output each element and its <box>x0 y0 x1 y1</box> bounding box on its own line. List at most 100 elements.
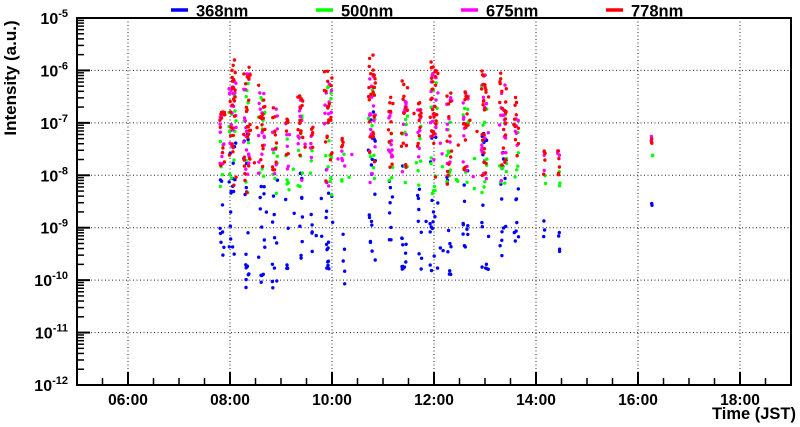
data-point <box>233 109 237 113</box>
data-point <box>416 219 420 223</box>
data-point <box>275 127 279 131</box>
data-point <box>461 221 465 226</box>
data-point <box>557 230 561 235</box>
data-point <box>314 233 318 238</box>
data-point <box>369 219 374 224</box>
data-point <box>245 172 250 176</box>
data-point <box>434 98 438 102</box>
data-point <box>327 118 331 122</box>
data-point <box>284 129 289 133</box>
data-point <box>483 180 487 184</box>
data-point <box>466 232 470 237</box>
data-point <box>429 161 433 166</box>
data-point <box>367 85 371 90</box>
data-point <box>424 219 428 224</box>
data-point <box>403 180 407 185</box>
data-point <box>303 145 307 149</box>
data-point <box>436 91 440 95</box>
data-point <box>486 131 490 135</box>
data-point <box>367 98 371 102</box>
data-point <box>417 134 421 138</box>
data-point <box>258 195 262 200</box>
data-point <box>436 201 440 205</box>
data-point <box>429 268 434 273</box>
data-point <box>327 102 332 106</box>
data-point <box>449 155 453 159</box>
data-point <box>402 94 406 99</box>
data-point <box>262 91 266 96</box>
data-point <box>371 68 375 72</box>
data-point <box>448 120 452 125</box>
data-point <box>227 129 232 134</box>
data-point <box>512 122 516 127</box>
data-point <box>464 125 468 130</box>
data-point <box>232 58 237 62</box>
data-point <box>329 88 334 93</box>
data-point <box>434 125 438 130</box>
data-point <box>403 99 407 104</box>
x-tick-label: 12:00 <box>414 392 454 409</box>
data-point <box>232 99 237 103</box>
data-point <box>230 79 235 83</box>
data-point <box>465 180 469 184</box>
data-point <box>482 151 486 155</box>
data-point <box>303 142 307 146</box>
data-point <box>372 153 376 157</box>
data-point <box>244 148 249 152</box>
data-point <box>389 238 393 242</box>
data-point <box>340 149 344 153</box>
data-point <box>343 164 347 168</box>
data-point <box>461 232 465 236</box>
data-point <box>231 133 235 138</box>
y-tick-label: 10-9 <box>40 218 68 238</box>
data-point <box>258 91 262 95</box>
data-point <box>308 171 313 175</box>
data-point <box>415 144 420 148</box>
data-point <box>482 185 486 189</box>
x-axis-title: Time (JST) <box>712 405 796 423</box>
data-point <box>270 279 275 284</box>
data-point <box>286 226 290 230</box>
data-point <box>513 239 517 243</box>
tick-marks <box>77 17 767 386</box>
data-point <box>432 115 436 119</box>
data-point <box>221 146 225 150</box>
data-point <box>227 87 231 91</box>
data-point <box>432 184 437 189</box>
data-point <box>259 96 263 100</box>
data-point <box>391 165 395 169</box>
data-point <box>246 101 250 105</box>
data-point <box>369 92 373 97</box>
data-point <box>273 115 277 119</box>
data-point <box>404 143 409 148</box>
data-point <box>503 117 508 121</box>
data-point <box>433 83 438 88</box>
data-point <box>484 90 488 94</box>
data-point <box>242 158 246 162</box>
data-point <box>270 262 275 266</box>
data-point <box>482 74 486 78</box>
data-point <box>403 251 408 255</box>
data-point <box>367 120 371 124</box>
data-point <box>297 109 302 113</box>
data-point <box>350 152 354 157</box>
data-point <box>502 127 506 132</box>
data-point <box>325 247 329 252</box>
data-point <box>516 141 521 146</box>
data-point <box>331 220 335 224</box>
data-point <box>248 73 252 77</box>
data-point <box>218 130 222 134</box>
data-point <box>368 150 372 154</box>
data-point <box>231 150 235 154</box>
data-point <box>557 165 562 169</box>
data-point <box>448 269 452 273</box>
data-point <box>230 103 235 107</box>
data-point <box>286 118 290 123</box>
series-points-778nm <box>218 53 654 195</box>
legend-label-368nm: 368nm <box>196 3 248 21</box>
data-point <box>285 133 289 137</box>
data-point <box>389 225 393 230</box>
data-point <box>248 122 252 127</box>
data-point <box>222 142 226 146</box>
data-point <box>462 134 466 138</box>
